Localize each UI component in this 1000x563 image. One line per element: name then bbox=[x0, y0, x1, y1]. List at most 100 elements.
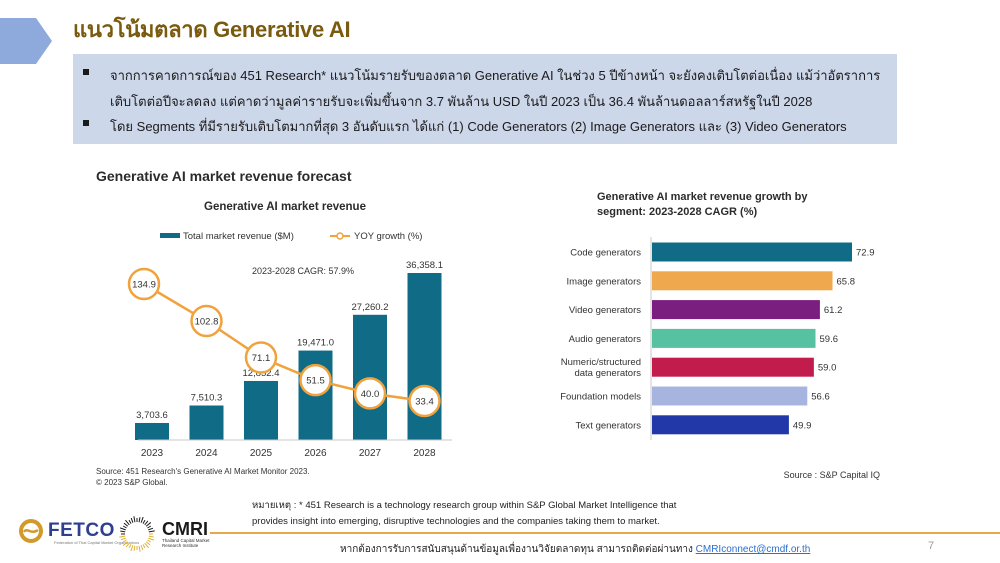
x-tick-label: 2028 bbox=[413, 448, 436, 459]
revenue-bar bbox=[189, 405, 224, 440]
segment-bar bbox=[652, 271, 833, 291]
segment-category-label: Audio generators bbox=[569, 334, 642, 345]
summary-box: จากการคาดการณ์ของ 451 Research* แนวโน้มร… bbox=[73, 54, 897, 144]
footnote-line: provides insight into emerging, disrupti… bbox=[252, 516, 660, 527]
cagr-annotation: 2023-2028 CAGR: 57.9% bbox=[252, 266, 354, 276]
cmri-ray bbox=[125, 542, 130, 548]
x-tick-label: 2026 bbox=[304, 448, 327, 459]
fetco-wordmark: FETCO bbox=[48, 520, 115, 541]
cmri-ray bbox=[128, 519, 132, 524]
cmri-ray bbox=[122, 541, 129, 546]
bullet-icon bbox=[83, 120, 89, 126]
cmri-ray bbox=[120, 530, 126, 533]
cmri-wordmark: CMRI bbox=[162, 518, 208, 539]
yoy-label: 134.9 bbox=[132, 280, 156, 291]
contact-line: หากต้องการรับการสนับสนุนด้านข้อมูลเพื่อง… bbox=[340, 542, 810, 557]
cmri-ray bbox=[147, 525, 152, 529]
yoy-marker bbox=[127, 267, 161, 301]
segment-bar bbox=[652, 415, 789, 435]
cmri-ray bbox=[128, 544, 132, 549]
cmri-ray bbox=[144, 542, 149, 549]
revenue-source-line: © 2023 S&P Global. bbox=[96, 478, 168, 487]
contact-email-link[interactable]: CMRIconnect@cmdf.or.th bbox=[695, 544, 811, 555]
revenue-forecast-chart: Generative AI market revenue forecast Ge… bbox=[96, 168, 452, 487]
bullet-icon bbox=[83, 69, 89, 75]
legend-label-yoy: YOY growth (%) bbox=[354, 231, 422, 242]
segment-bar bbox=[652, 386, 808, 406]
yoy-marker bbox=[190, 304, 223, 338]
revenue-bar-label: 3,703.6 bbox=[136, 410, 168, 421]
segment-value-label: 49.9 bbox=[793, 420, 812, 431]
revenue-chart-title: Generative AI market revenue bbox=[204, 201, 366, 213]
contact-text: หากต้องการรับการสนับสนุนด้านข้อมูลเพื่อง… bbox=[340, 544, 696, 555]
page-title: แนวโน้มตลาด Generative AI bbox=[73, 17, 351, 42]
cmri-ray bbox=[133, 545, 136, 551]
segment-value-label: 59.0 bbox=[818, 363, 837, 374]
revenue-source-line: Source: 451 Research's Generative AI Mar… bbox=[96, 467, 310, 476]
cmri-ray bbox=[138, 517, 141, 523]
summary-line: โดย Segments ที่มีรายรับเติบโตมากที่สุด … bbox=[110, 119, 847, 134]
fetco-logo: FETCO Federation of Thai Capital Market … bbox=[18, 516, 139, 546]
cmri-ray bbox=[145, 541, 151, 546]
revenue-bar-label: 36,358.1 bbox=[406, 260, 443, 271]
cmri-tagline: Thailand Capital Market bbox=[162, 537, 210, 543]
revenue-bar bbox=[135, 422, 169, 440]
x-tick-label: 2023 bbox=[141, 448, 164, 459]
cmri-ray bbox=[144, 520, 149, 526]
revenue-bar-label: 27,260.2 bbox=[352, 302, 389, 313]
cmri-ray bbox=[122, 525, 127, 529]
cmri-ray bbox=[145, 522, 152, 527]
cmri-ray bbox=[130, 517, 134, 523]
x-tick-label: 2027 bbox=[359, 448, 382, 459]
cmri-ray bbox=[142, 544, 146, 549]
cmri-ray bbox=[148, 527, 154, 531]
segment-bar bbox=[652, 242, 852, 262]
yoy-label: 102.8 bbox=[195, 317, 219, 328]
segment-category-label: Image generators bbox=[567, 276, 642, 287]
segment-value-label: 59.6 bbox=[820, 334, 839, 345]
x-tick-label: 2024 bbox=[195, 448, 218, 459]
cmri-ray bbox=[123, 522, 129, 527]
revenue-panel-title: Generative AI market revenue forecast bbox=[96, 168, 352, 184]
cmri-ray bbox=[122, 539, 127, 543]
fetco-tagline: Federation of Thai Capital Market Organi… bbox=[54, 540, 140, 545]
segment-bar bbox=[652, 300, 820, 320]
summary-line: จากการคาดการณ์ของ 451 Research* แนวโน้มร… bbox=[110, 68, 881, 83]
cmri-ray bbox=[148, 535, 154, 538]
segment-category-label: Code generators bbox=[570, 248, 641, 259]
segment-category-label: Video generators bbox=[569, 305, 641, 316]
segment-bar bbox=[652, 357, 814, 377]
cmri-emblem-icon bbox=[119, 516, 155, 552]
cmri-ray bbox=[119, 527, 126, 531]
fetco-emblem-icon bbox=[19, 519, 43, 543]
x-tick-label: 2025 bbox=[250, 448, 273, 459]
legend-marker-yoy bbox=[336, 232, 344, 240]
yoy-label: 51.5 bbox=[306, 376, 325, 387]
yoy-marker bbox=[299, 363, 332, 397]
segment-value-label: 72.9 bbox=[856, 248, 875, 259]
yoy-marker bbox=[244, 341, 278, 374]
page-number: 7 bbox=[928, 540, 935, 552]
yoy-label: 33.4 bbox=[415, 397, 434, 408]
cmri-ray bbox=[138, 545, 141, 552]
cmri-ray bbox=[148, 530, 155, 533]
cmri-tagline: Research Institute bbox=[162, 543, 199, 548]
revenue-bar-label: 7,510.3 bbox=[191, 393, 223, 404]
revenue-bar-label: 19,471.0 bbox=[297, 338, 334, 349]
yoy-marker bbox=[353, 377, 387, 410]
segment-value-label: 61.2 bbox=[824, 305, 843, 316]
cmri-logo: CMRI Thailand Capital Market Research In… bbox=[118, 514, 210, 554]
cmri-ray bbox=[140, 545, 144, 551]
legend-label-revenue: Total market revenue ($M) bbox=[183, 231, 294, 242]
segment-category-label: data generators bbox=[574, 368, 641, 379]
cmri-ray bbox=[148, 537, 155, 541]
revenue-bar bbox=[244, 380, 278, 440]
yoy-label: 40.0 bbox=[361, 389, 380, 400]
cmri-ray bbox=[142, 519, 146, 524]
segment-chart-title: segment: 2023-2028 CAGR (%) bbox=[597, 206, 758, 218]
footer-divider bbox=[210, 532, 1000, 534]
segment-chart-title: Generative AI market revenue growth by bbox=[597, 191, 808, 203]
cmri-ray bbox=[133, 516, 136, 523]
arrow-tab-decoration bbox=[0, 18, 52, 64]
